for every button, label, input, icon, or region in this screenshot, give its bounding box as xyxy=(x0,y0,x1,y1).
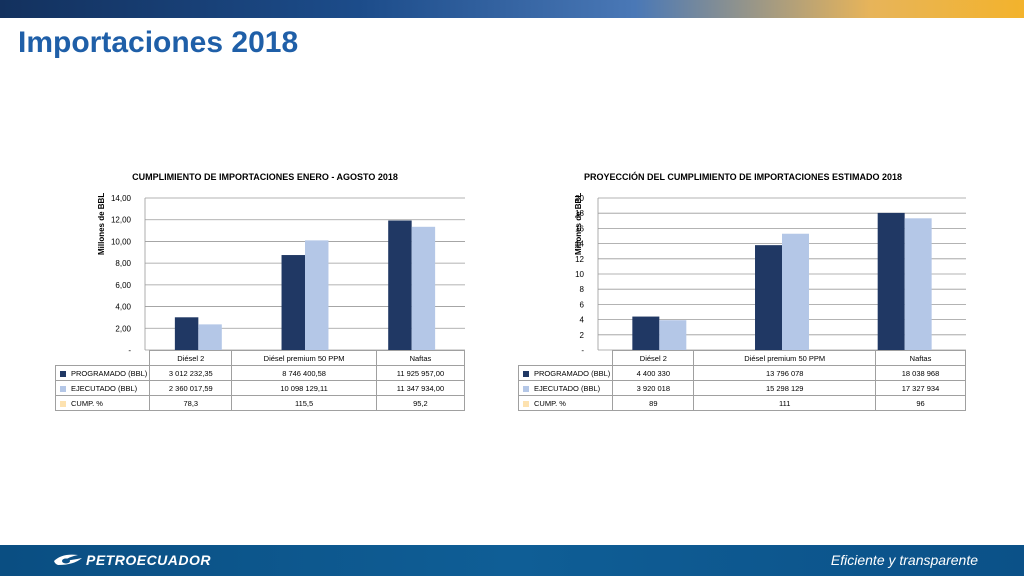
chart-data-table: Diésel 2 Diésel premium 50 PPM Naftas PROGR… xyxy=(517,350,966,411)
category-label: Naftas xyxy=(875,350,966,366)
series-name: PROGRAMADO (BBL) xyxy=(534,368,611,378)
legend-key xyxy=(523,400,529,407)
bar-ejecutado xyxy=(411,226,436,350)
y-tick-label: 14 xyxy=(575,240,584,249)
data-label: 11 347 934,00 xyxy=(375,380,466,396)
y-tick-label: 10 xyxy=(575,270,584,279)
y-axis-title: Millones de BBL xyxy=(574,192,583,255)
y-tick-label: 14,00 xyxy=(111,194,132,203)
data-label: 10 098 129,11 xyxy=(231,380,377,396)
data-label: 11 925 957,00 xyxy=(375,365,466,381)
series-name: CUMP. % xyxy=(71,398,103,408)
bar-ejecutado xyxy=(305,240,329,350)
chart-panel-cumplimiento: CUMPLIMIENTO DE IMPORTACIONES ENERO - AG… xyxy=(54,160,475,420)
data-label: 3 920 018 xyxy=(612,380,695,396)
data-label: 95,2 xyxy=(375,395,466,411)
bar-ejecutado xyxy=(198,324,222,350)
legend-key xyxy=(60,370,66,377)
data-label: 8 746 400,58 xyxy=(231,365,377,381)
footer-bar xyxy=(0,545,1024,576)
category-label: Diésel 2 xyxy=(612,350,695,366)
legend-key xyxy=(60,385,66,392)
y-tick-label: 16 xyxy=(575,224,584,233)
table-row: CUMP. % 89 111 96 xyxy=(517,395,966,411)
data-label: 4 400 330 xyxy=(612,365,695,381)
data-label: 111 xyxy=(693,395,876,411)
legend-key xyxy=(60,400,66,407)
data-label: 17 327 934 xyxy=(875,380,966,396)
category-label: Naftas xyxy=(375,350,466,366)
series-name: PROGRAMADO (BBL) xyxy=(71,368,148,378)
table-row: EJECUTADO (BBL) 2 360 017,59 10 098 129,11… xyxy=(54,380,466,396)
table-row: PROGRAMADO (BBL) 4 400 330 13 796 078 18 03… xyxy=(517,365,966,381)
petroecuador-logo-icon xyxy=(54,554,82,565)
top-gradient-bar xyxy=(0,0,1024,18)
data-label: 18 038 968 xyxy=(875,365,966,381)
bar-ejecutado xyxy=(659,320,687,350)
legend-key xyxy=(523,385,529,392)
series-name: EJECUTADO (BBL) xyxy=(71,383,138,393)
y-tick-label: 12,00 xyxy=(111,216,132,225)
logo-text: PETROECUADOR xyxy=(86,552,212,568)
category-label: Diésel premium 50 PPM xyxy=(231,350,377,366)
data-label: 2 360 017,59 xyxy=(149,380,233,396)
data-label: 3 012 232,35 xyxy=(149,365,233,381)
table-row: PROGRAMADO (BBL) 3 012 232,35 8 746 400,58… xyxy=(54,365,466,381)
legend-key xyxy=(523,370,529,377)
bar-ejecutado xyxy=(782,233,809,350)
y-tick-label: 6 xyxy=(580,300,585,309)
series-legend-cell: CUMP. % xyxy=(54,395,151,411)
data-label: 89 xyxy=(612,395,695,411)
y-tick-label: 12 xyxy=(575,255,584,264)
series-name: CUMP. % xyxy=(534,398,566,408)
bar-programado xyxy=(877,212,905,350)
series-legend-cell: CUMP. % xyxy=(517,395,614,411)
series-legend-cell: EJECUTADO (BBL) xyxy=(517,380,614,396)
series-legend-cell: PROGRAMADO (BBL) xyxy=(54,365,151,381)
bar-programado xyxy=(174,317,199,350)
data-label: 13 796 078 xyxy=(693,365,876,381)
chart-panel-proyeccion: PROYECCIÓN DEL CUMPLIMIENTO DE IMPORTACI… xyxy=(517,160,968,420)
y-tick-label: 4,00 xyxy=(115,303,131,312)
table-row: EJECUTADO (BBL) 3 920 018 15 298 129 17 327… xyxy=(517,380,966,396)
bar-programado xyxy=(281,255,305,350)
bar-programado xyxy=(755,245,782,350)
bar-programado xyxy=(632,316,660,350)
data-label: 15 298 129 xyxy=(693,380,876,396)
data-label: 115,5 xyxy=(231,395,377,411)
series-name: EJECUTADO (BBL) xyxy=(534,383,601,393)
y-tick-label: 6,00 xyxy=(115,281,131,290)
data-label: 96 xyxy=(875,395,966,411)
table-header-row: Diésel 2 Diésel premium 50 PPM Naftas xyxy=(518,350,966,366)
chart-data-table: Diésel 2 Diésel premium 50 PPM Naftas PROGR… xyxy=(54,350,466,411)
y-tick-label: 18 xyxy=(575,209,584,218)
series-legend-cell: EJECUTADO (BBL) xyxy=(54,380,151,396)
category-label: Diésel premium 50 PPM xyxy=(693,350,876,366)
bar-ejecutado xyxy=(904,218,932,350)
y-tick-label: 2,00 xyxy=(115,324,131,333)
y-tick-label: 8,00 xyxy=(115,259,131,268)
y-tick-label: 4 xyxy=(580,316,585,325)
petroecuador-logo: PETROECUADOR xyxy=(52,549,211,571)
y-tick-label: 20 xyxy=(575,194,584,203)
chart-title: PROYECCIÓN DEL CUMPLIMIENTO DE IMPORTACI… xyxy=(583,172,903,182)
category-label: Diésel 2 xyxy=(149,350,233,366)
y-axis-title: Millones de BBL xyxy=(97,192,106,255)
y-tick-label: 10,00 xyxy=(111,237,132,246)
bar-programado xyxy=(388,220,412,350)
series-legend-cell: PROGRAMADO (BBL) xyxy=(517,365,614,381)
data-label: 78,3 xyxy=(149,395,233,411)
y-tick-label: 8 xyxy=(580,285,585,294)
chart-title: CUMPLIMIENTO DE IMPORTACIONES ENERO - AG… xyxy=(132,172,398,182)
y-tick-label: 2 xyxy=(580,331,585,340)
table-corner-cell xyxy=(55,350,151,366)
table-row: CUMP. % 78,3 115,5 95,2 xyxy=(54,395,466,411)
footer-tagline: Eficiente y transparente xyxy=(830,552,978,568)
page-title: Importaciones 2018 xyxy=(18,26,299,59)
table-header-row: Diésel 2 Diésel premium 50 PPM Naftas xyxy=(55,350,466,366)
table-corner-cell xyxy=(518,350,614,366)
